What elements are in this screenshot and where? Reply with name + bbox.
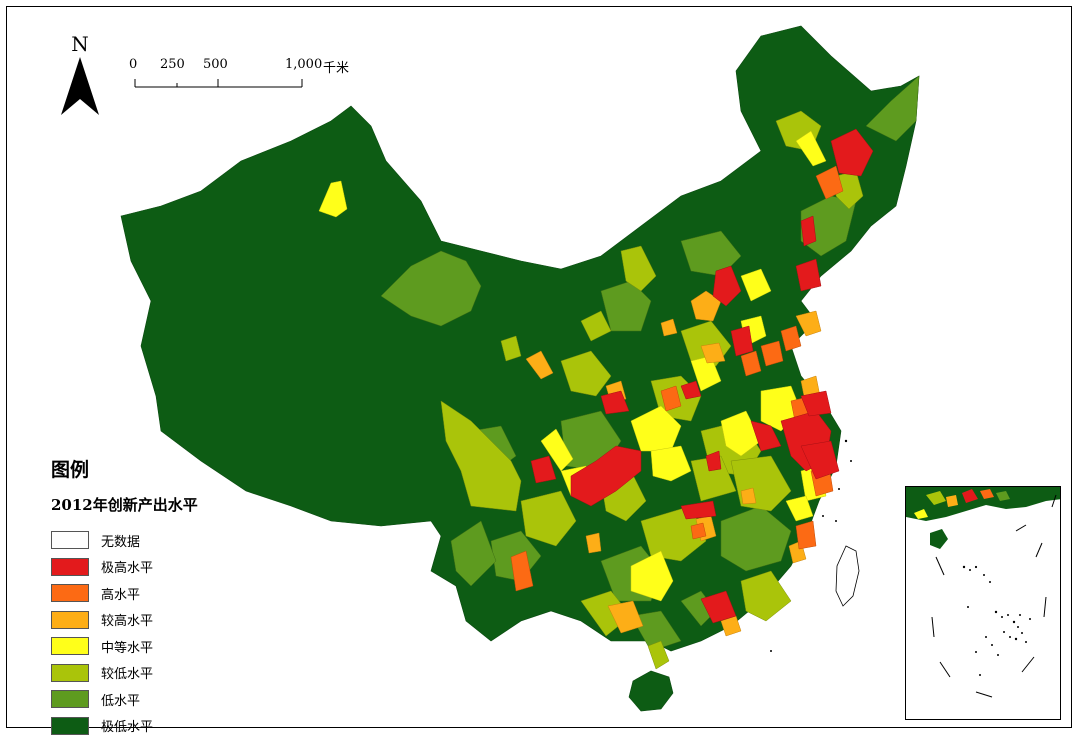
scale-tick-250: 250 — [160, 57, 185, 72]
legend-item-very-high: 极高水平 — [51, 554, 311, 581]
legend-item-no-data: 无数据 — [51, 527, 311, 554]
legend-title: 图例 — [51, 455, 311, 482]
legend-swatch — [51, 611, 89, 629]
north-arrow: N — [57, 33, 103, 121]
legend-label: 较高水平 — [101, 610, 153, 629]
legend-swatch — [51, 664, 89, 682]
scale-tick-500: 500 — [203, 57, 228, 72]
legend-label: 较低水平 — [101, 663, 153, 682]
legend-item-higher: 较高水平 — [51, 607, 311, 634]
inset-islands — [963, 566, 1031, 676]
scale-tick-0: 0 — [129, 57, 137, 72]
legend-item-low: 低水平 — [51, 686, 311, 713]
inset-dashed-boundary — [932, 495, 1056, 697]
legend-label: 低水平 — [101, 690, 140, 709]
legend-swatch — [51, 690, 89, 708]
map-frame: N 0 250 500 1,000 千米 图例 2012年创新产出水平 无数据 … — [6, 6, 1072, 728]
legend-swatch — [51, 717, 89, 735]
scale-unit: 千米 — [323, 57, 349, 76]
legend-swatch — [51, 531, 89, 549]
north-letter: N — [57, 33, 103, 55]
hainan-island — [629, 671, 673, 711]
legend-label: 极高水平 — [101, 557, 153, 576]
south-china-sea-inset — [905, 486, 1061, 720]
legend-label: 中等水平 — [101, 637, 153, 656]
legend-swatch — [51, 637, 89, 655]
legend-item-lower: 较低水平 — [51, 660, 311, 687]
scale-tick-1000: 1,000 — [285, 57, 322, 72]
legend-label: 高水平 — [101, 584, 140, 603]
taiwan-outline — [836, 546, 859, 606]
legend-subtitle: 2012年创新产出水平 — [51, 494, 311, 515]
legend-item-very-low: 极低水平 — [51, 713, 311, 739]
inset-map — [906, 487, 1061, 720]
legend-swatch — [51, 584, 89, 602]
legend: 图例 2012年创新产出水平 无数据 极高水平 高水平 较高水平 中等水平 较低… — [51, 455, 311, 739]
scale-bar: 0 250 500 1,000 千米 — [127, 57, 367, 97]
scale-bar-line — [127, 73, 312, 93]
legend-label: 无数据 — [101, 531, 140, 550]
north-arrow-icon — [57, 55, 103, 117]
legend-item-high: 高水平 — [51, 580, 311, 607]
legend-label: 极低水平 — [101, 716, 153, 735]
legend-item-medium: 中等水平 — [51, 633, 311, 660]
legend-swatch — [51, 558, 89, 576]
